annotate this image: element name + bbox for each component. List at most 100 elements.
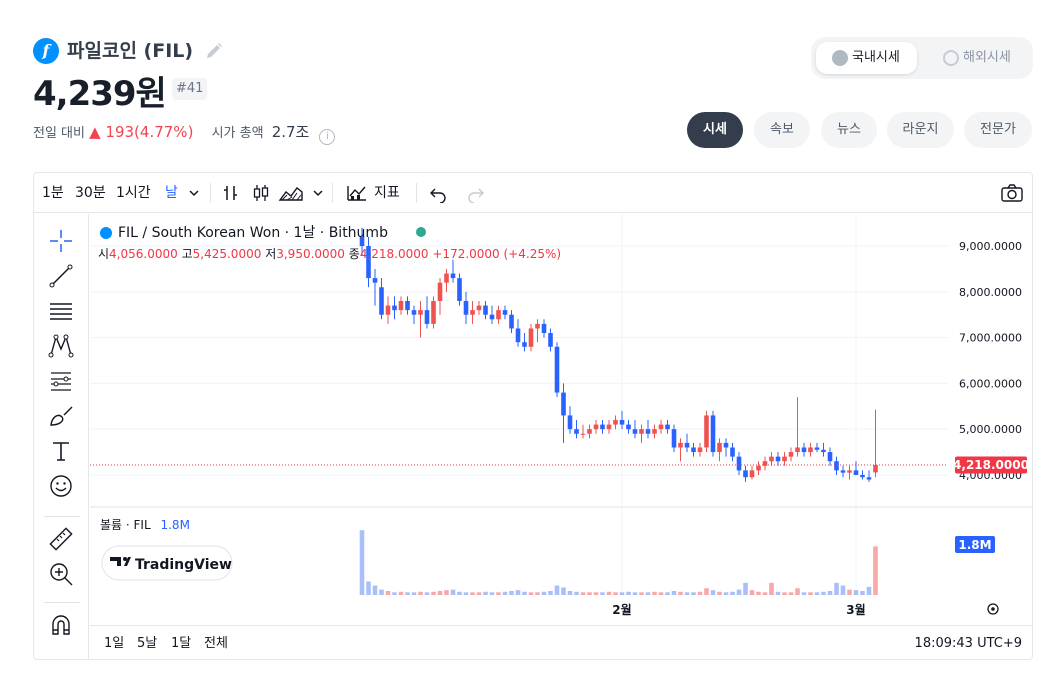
emoji-icon[interactable] — [48, 473, 74, 499]
fib-retracement-icon[interactable] — [48, 368, 74, 394]
candle-body — [775, 456, 781, 462]
price-axis: 9,000.0000 8,000.0000 7,000.0000 6,000.0000… — [959, 240, 1022, 482]
candle-body — [522, 342, 527, 347]
volume-bar — [405, 592, 410, 595]
interval-1min[interactable]: 1분 — [42, 185, 64, 201]
crosshair-icon[interactable] — [48, 228, 74, 254]
price-change-row: 전일 대비 ▲ 193(4.77%) 시가 총액 2.7조 i — [33, 122, 336, 145]
area-chart-icon[interactable] — [278, 183, 304, 203]
x-tick-label: 2월 — [612, 602, 631, 617]
candle-body — [496, 310, 501, 320]
volume-axis-label: 1.8M — [958, 538, 991, 552]
volume-bar — [665, 592, 670, 595]
price-chart[interactable]: 9,000.0000 8,000.0000 7,000.0000 6,000.0000… — [90, 214, 1032, 624]
volume-bar — [873, 546, 878, 595]
overseas-price-button[interactable]: 해외시세 — [927, 42, 1028, 74]
tab-lounge[interactable]: 라운지 — [887, 112, 954, 148]
open-value: 4,056.0000 — [109, 247, 178, 261]
volume-bar — [509, 590, 514, 595]
redo-icon[interactable] — [466, 183, 486, 203]
tradingview-badge[interactable]: TradingView — [101, 545, 233, 581]
candle-body — [840, 470, 846, 473]
chevron-down-icon[interactable] — [312, 188, 324, 198]
volume-bar — [444, 590, 449, 595]
undo-icon[interactable] — [428, 183, 448, 203]
volume-bar — [535, 592, 540, 595]
interval-30min[interactable]: 30분 — [75, 185, 106, 201]
zoom-in-icon[interactable] — [48, 561, 74, 587]
candle-body — [814, 447, 820, 450]
volume-bar — [463, 592, 469, 595]
interval-day[interactable]: 날 — [165, 185, 178, 201]
candle-body — [821, 449, 826, 453]
candle-body — [554, 346, 560, 393]
range-1month[interactable]: 1달 — [171, 636, 192, 651]
volume-bar — [470, 592, 475, 595]
candle-body — [593, 424, 599, 430]
pattern-icon[interactable] — [48, 333, 74, 359]
range-1day[interactable]: 1일 — [104, 636, 125, 651]
volume-bar — [671, 590, 677, 595]
volume-bar — [658, 592, 664, 595]
candle-body — [795, 447, 800, 453]
domestic-price-button[interactable]: 국내시세 — [816, 42, 917, 74]
candle-body — [847, 470, 852, 473]
volume-bar — [392, 592, 397, 595]
candle-body — [515, 328, 521, 343]
volume-bar — [496, 592, 501, 595]
magnet-icon[interactable] — [48, 612, 74, 638]
volume-bar — [606, 591, 612, 595]
volume-legend: 볼륨 · FIL 1.8M — [100, 518, 190, 532]
volume-bar — [834, 582, 839, 595]
chevron-down-icon[interactable] — [188, 188, 200, 198]
toolbar-divider — [44, 516, 80, 517]
tab-breaking-news[interactable]: 속보 — [754, 112, 810, 148]
candle-body — [587, 429, 592, 434]
candle-body — [600, 424, 605, 430]
candle-body — [567, 415, 573, 430]
text-tool-icon[interactable] — [48, 438, 74, 464]
indicators-button[interactable]: 지표 — [374, 185, 400, 201]
tab-news[interactable]: 뉴스 — [821, 112, 877, 148]
candle-body — [749, 470, 755, 478]
volume-bar — [827, 590, 833, 595]
bar-chart-icon[interactable] — [222, 183, 240, 203]
volume-bar — [866, 586, 872, 595]
high-label: 고 — [182, 247, 193, 261]
camera-icon[interactable] — [1000, 183, 1024, 203]
tab-experts[interactable]: 전문가 — [964, 112, 1032, 148]
volume-bar — [476, 592, 482, 595]
candle-body — [626, 424, 631, 430]
candle-body — [736, 456, 742, 471]
rank-badge: #41 — [172, 78, 208, 100]
volume-bar — [840, 585, 846, 595]
tab-price[interactable]: 시세 — [687, 112, 743, 148]
volume-bar — [502, 591, 508, 595]
info-icon[interactable]: i — [319, 129, 336, 145]
candle-body — [866, 477, 872, 480]
toolbar-divider — [416, 183, 417, 203]
time-axis: 2월3월4월 — [612, 602, 865, 617]
horizontal-lines-icon[interactable] — [48, 298, 74, 324]
indicators-icon[interactable] — [346, 183, 368, 203]
range-5day[interactable]: 5날 — [137, 636, 158, 651]
candle-body — [658, 424, 664, 430]
range-all[interactable]: 전체 — [204, 636, 228, 651]
candles-icon[interactable] — [252, 183, 270, 203]
interval-1hour[interactable]: 1시간 — [116, 185, 151, 201]
y-tick-label: 6,000.0000 — [959, 377, 1022, 390]
trend-line-icon[interactable] — [48, 263, 74, 289]
candle-body — [411, 310, 417, 315]
brush-icon[interactable] — [48, 403, 74, 429]
volume-bar — [762, 592, 768, 595]
last-price-label: 4,218.0000 — [953, 458, 1029, 472]
settings-gear-icon[interactable] — [987, 603, 999, 615]
live-status-dot — [416, 227, 426, 237]
current-price: 4,239원 — [33, 74, 167, 114]
volume-bar — [775, 591, 781, 595]
candle-body — [645, 429, 651, 434]
volume-bar — [483, 591, 488, 595]
pencil-icon[interactable] — [203, 40, 225, 62]
last-price-marker — [955, 456, 1027, 474]
ruler-icon[interactable] — [48, 526, 74, 552]
